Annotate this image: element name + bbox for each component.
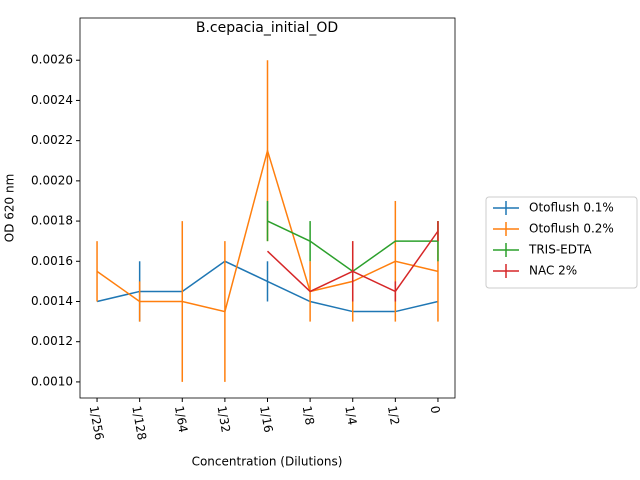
y-tick-label: 0.0014: [31, 294, 73, 308]
plot-frame: [79, 17, 456, 399]
legend-label: Otoflush 0.2%: [529, 222, 614, 236]
y-tick-label: 0.0020: [31, 173, 73, 187]
y-tick-label: 0.0018: [31, 214, 73, 228]
x-tick-label: 1/32: [214, 405, 232, 434]
legend-label: Otoflush 0.1%: [529, 201, 614, 215]
y-tick-label: 0.0016: [31, 254, 73, 268]
x-tick-label: 1/256: [87, 405, 107, 441]
x-tick-label: 0: [428, 405, 443, 415]
y-tick-label: 0.0026: [31, 53, 73, 67]
legend-label: TRIS-EDTA: [528, 243, 592, 257]
chart-title: B.cepacia_initial_OD: [196, 20, 338, 36]
x-tick-label: 1/8: [300, 405, 317, 426]
legend-box: [485, 196, 638, 289]
y-axis-label: OD 620 nm: [3, 174, 17, 243]
x-axis-label: Concentration (Dilutions): [192, 455, 343, 469]
y-tick-label: 0.0012: [31, 334, 73, 348]
x-tick-label: 1/128: [129, 405, 149, 441]
y-tick-label: 0.0024: [31, 93, 73, 107]
y-tick-label: 0.0010: [31, 374, 73, 388]
y-tick-label: 0.0022: [31, 133, 73, 147]
x-tick-label: 1/64: [172, 405, 190, 434]
x-tick-label: 1/4: [342, 405, 359, 426]
x-tick-label: 1/16: [257, 405, 275, 434]
x-tick-label: 1/2: [385, 405, 402, 426]
legend-label: NAC 2%: [529, 264, 577, 278]
